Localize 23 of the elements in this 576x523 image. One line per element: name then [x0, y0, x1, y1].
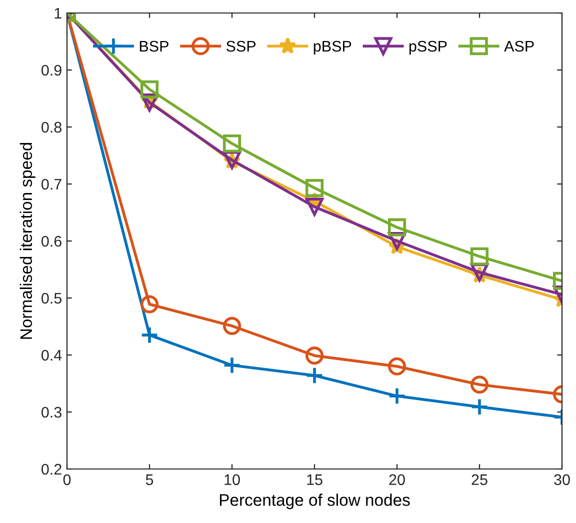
y-tick-label: 0.4 — [42, 350, 62, 361]
y-tick-label: 0.8 — [42, 122, 62, 133]
legend-label: BSP — [140, 40, 168, 52]
x-tick-label: 10 — [224, 474, 240, 486]
x-tick-label: 5 — [146, 474, 154, 486]
x-tick-label: 30 — [554, 474, 570, 486]
legend-label: pSSP — [409, 40, 447, 55]
x-tick-label: 20 — [389, 474, 405, 486]
y-tick-label: 0.9 — [42, 64, 62, 76]
y-tick-label: 0.5 — [42, 292, 62, 304]
y-axis-title: Normalised iteration speed — [20, 142, 36, 339]
y-tick-label: 0.7 — [42, 178, 62, 190]
x-axis-title: Percentage of slow nodes — [220, 494, 410, 510]
y-tick-label: 0.2 — [42, 464, 62, 475]
x-tick-label: 15 — [307, 474, 322, 486]
legend-label: SSP — [226, 40, 256, 52]
x-tick-label: 25 — [472, 474, 488, 486]
y-tick-label: 0.6 — [42, 236, 62, 247]
x-tick-label: 0 — [63, 474, 71, 486]
y-tick-label: 1 — [54, 8, 62, 19]
legend-label: ASP — [504, 40, 534, 52]
legend-label: pBSP — [314, 40, 352, 55]
y-tick-label: 0.3 — [42, 406, 62, 418]
